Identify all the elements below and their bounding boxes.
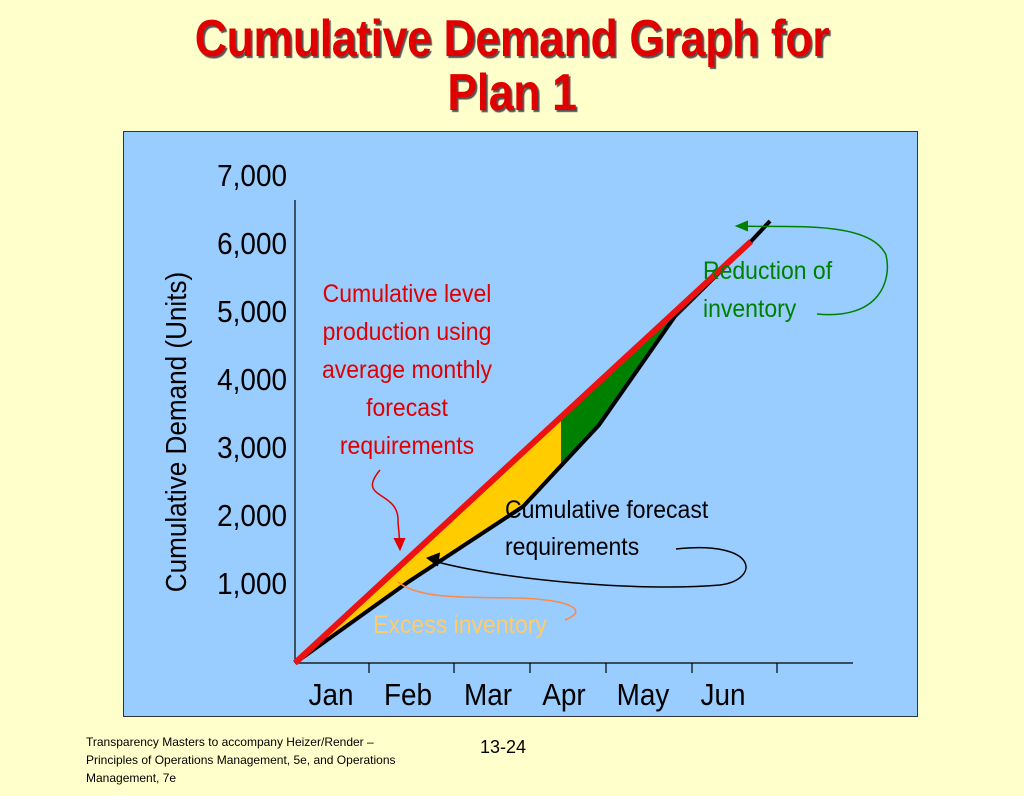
y-tick-label: 5,000 [217,295,287,330]
reduction-annotation-line: inventory [703,295,796,323]
level-annotation-line: requirements [340,432,474,460]
x-tick-label: Feb [384,678,432,713]
footer-citation: Transparency Masters to accompany Heizer… [86,735,396,785]
level-callout-arrowhead [393,537,406,552]
level-annotation-line: forecast [366,394,448,422]
chart-panel [123,131,918,717]
y-tick-label: 4,000 [217,363,287,398]
y-tick-label: 3,000 [217,431,287,466]
reduction-annotation-line: Reduction of [703,257,832,285]
forecast-callout-arrowhead [425,552,441,567]
y-tick-label: 1,000 [217,567,287,602]
forecast-callout-arrow [429,547,747,588]
reduction-callout-arrowhead [734,220,749,232]
y-axis-label: Cumulative Demand (Units) [160,272,193,592]
forecast-annotation-line: requirements [505,533,639,561]
forecast-annotation-line: Cumulative forecast [505,496,709,524]
x-tick-label: Jan [309,678,354,713]
slide-title-line-2: Plan 1 [447,64,577,122]
level-annotation-line: Cumulative level [323,280,492,308]
x-tick-label: Mar [464,678,512,713]
level-callout-arrow [371,469,401,546]
y-tick-label: 2,000 [217,499,287,534]
slide-title: Cumulative Demand Graph for Plan 1 [72,12,953,120]
level-production-series-line [292,239,754,666]
x-tick-label: Jun [701,678,746,713]
y-tick-label: 6,000 [217,227,287,262]
y-tick-label: 7,000 [217,159,287,194]
x-tick-label: Apr [542,678,586,713]
level-annotation-line: average monthly [322,356,492,384]
x-tick-label: May [617,678,670,713]
excess-annotation-label: Excess inventory [373,611,547,639]
slide-title-line-1: Cumulative Demand Graph for [194,10,830,68]
excess-callout-arrow [397,581,577,621]
level-annotation-line: production using [323,318,492,346]
reduction-callout-arrow [739,225,889,316]
page-number: 13-24 [480,737,527,757]
